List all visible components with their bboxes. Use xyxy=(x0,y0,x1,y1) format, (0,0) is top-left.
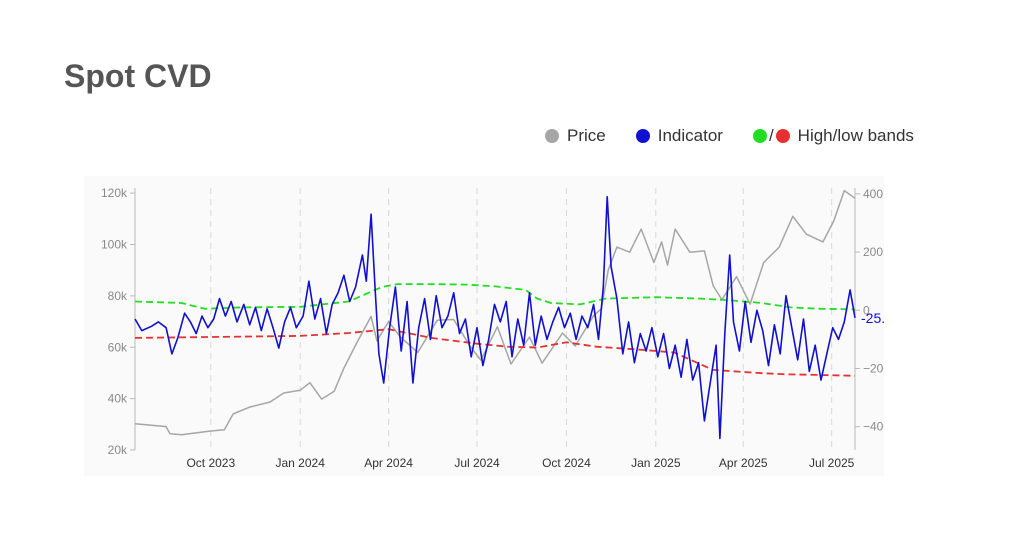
x-tick-label: Jul 2024 xyxy=(454,456,500,470)
left-tick-label: 60k xyxy=(108,340,128,354)
chart-legend: Price Indicator / High/low bands xyxy=(545,126,944,146)
low-band-legend-marker xyxy=(775,129,790,143)
high-band-legend-marker xyxy=(752,129,767,143)
right-tick-label: −200M xyxy=(863,361,884,375)
legend-separator: / xyxy=(768,126,774,145)
page-title: Spot CVD xyxy=(64,58,212,94)
x-tick-label: Apr 2024 xyxy=(364,456,413,470)
indicator-series-line xyxy=(134,195,856,440)
left-tick-label: 120k xyxy=(101,186,128,200)
left-tick-label: 20k xyxy=(108,443,128,457)
legend-item-bands[interactable]: / High/low bands xyxy=(752,126,914,146)
left-tick-label: 100k xyxy=(101,238,128,252)
x-tick-label: Jan 2024 xyxy=(275,456,325,470)
x-tick-label: Oct 2023 xyxy=(186,456,235,470)
indicator-legend-marker xyxy=(635,129,650,143)
x-tick-label: Apr 2025 xyxy=(719,456,768,470)
x-tick-label: Oct 2024 xyxy=(542,456,591,470)
left-tick-label: 80k xyxy=(108,289,128,303)
chart-area: Oct 2023 Jan 2024 Apr 2024 Jul 2024 Oct 2024… xyxy=(84,176,912,476)
left-tick-label: 40k xyxy=(108,392,128,406)
low-band-series-line xyxy=(134,328,856,377)
x-tick-label: Jan 2025 xyxy=(631,456,681,470)
indicator-last-value-label: -25.99M xyxy=(861,310,884,326)
right-tick-label: 0 xyxy=(863,303,870,317)
legend-price-label: Price xyxy=(567,126,606,145)
x-tick-label: Jul 2025 xyxy=(809,456,855,470)
legend-item-price[interactable]: Price xyxy=(545,126,606,146)
price-legend-marker xyxy=(545,129,559,143)
right-tick-label: 400M xyxy=(863,187,884,201)
right-tick-label: 200M xyxy=(863,245,884,259)
legend-bands-label: High/low bands xyxy=(797,126,914,145)
spot-cvd-chart: Oct 2023 Jan 2024 Apr 2024 Jul 2024 Oct 2024… xyxy=(101,186,912,470)
legend-item-indicator[interactable]: Indicator xyxy=(635,126,723,146)
right-tick-label: −400M xyxy=(863,420,884,434)
legend-indicator-label: Indicator xyxy=(657,126,723,145)
high-band-series-line xyxy=(134,283,856,311)
